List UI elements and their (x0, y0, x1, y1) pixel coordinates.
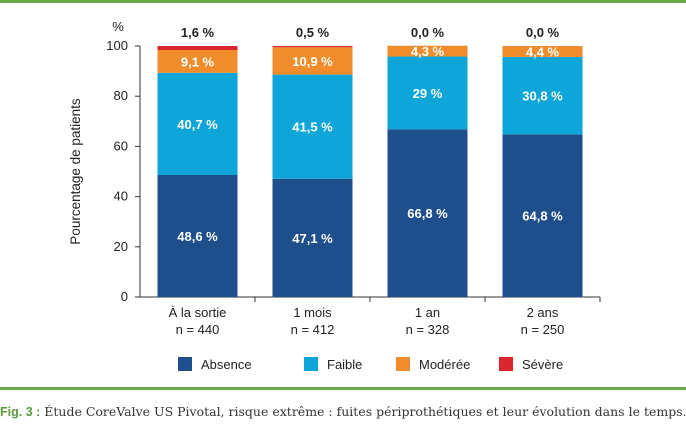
legend-moderee: Modérée (396, 356, 470, 372)
y-unit-label: % (112, 19, 124, 34)
bar-value-label: 40,7 % (177, 117, 218, 132)
legend-swatch-moderee (396, 357, 410, 371)
bar-segment (157, 46, 238, 51)
bar-value-label: 9,1 % (181, 54, 215, 69)
x-category-label: 2 ans (527, 305, 559, 320)
bar-value-label: 29 % (413, 86, 443, 101)
y-tick-label: 20 (114, 239, 128, 254)
x-category-label: 1 mois (293, 305, 332, 320)
legend-label-moderee: Modérée (419, 356, 471, 372)
legend-severe: Sévère (499, 356, 563, 372)
y-tick-label: 100 (106, 38, 128, 53)
bar-segment (272, 46, 353, 48)
frame-bottom-border (0, 387, 686, 390)
legend-swatch-absence (178, 357, 192, 371)
caption-figure-number: Fig. 3 : (0, 405, 41, 419)
bar-segment (502, 57, 583, 135)
legend-label-faible: Faible (327, 356, 363, 372)
y-axis-title: Pourcentage de patients (68, 98, 83, 245)
bar-value-label: 4,4 % (526, 45, 560, 60)
bar-segment (272, 178, 353, 297)
bar-value-label: 64,8 % (522, 209, 563, 224)
legend-absence: Absence (178, 356, 252, 372)
y-tick-label: 80 (114, 88, 128, 103)
caption-text: Étude CoreValve US Pivotal, risque extrê… (40, 404, 686, 419)
bar-segment (387, 129, 468, 297)
legend-label-absence: Absence (201, 356, 252, 372)
bar-top-label: 1,6 % (181, 25, 215, 40)
bar-top-label: 0,5 % (296, 25, 330, 40)
bar-segment (272, 47, 353, 75)
bar-value-label: 10,9 % (292, 54, 333, 69)
bar-segment (387, 45, 468, 57)
y-tick-label: 0 (121, 289, 128, 304)
bar-value-label: 4,3 % (411, 44, 445, 59)
x-category-n-label: n = 412 (291, 322, 335, 337)
frame-top-border (0, 0, 686, 3)
legend-label-severe: Sévère (522, 356, 564, 372)
bar-segment (272, 74, 353, 179)
bar-segment (157, 50, 238, 73)
x-category-label: À la sortie (169, 305, 227, 320)
x-category-n-label: n = 250 (521, 322, 565, 337)
bar-segment (157, 175, 238, 297)
x-category-n-label: n = 440 (176, 322, 220, 337)
x-category-n-label: n = 328 (406, 322, 450, 337)
bar-value-label: 47,1 % (292, 231, 333, 246)
bar-top-label: 0,0 % (526, 25, 560, 40)
bar-top-label: 0,0 % (411, 25, 445, 40)
stacked-bar-chart: 0 20 40 60 80 100% Pourcentage de patients 48,6… (68, 19, 601, 337)
bar-value-label: 30,8 % (522, 89, 563, 104)
bar-segment (157, 72, 238, 176)
x-category-label: 1 an (415, 305, 440, 320)
bar-value-label: 48,6 % (177, 229, 218, 244)
bar-segment (387, 56, 468, 130)
figure-caption: Fig. 3 : Étude CoreValve US Pivotal, ris… (0, 404, 686, 419)
bar-segment (502, 134, 583, 297)
legend-swatch-faible (304, 357, 318, 371)
legend-faible: Faible (304, 356, 362, 372)
bar-segment (502, 46, 583, 58)
y-tick-label: 40 (114, 189, 128, 204)
legend-swatch-severe (499, 357, 513, 371)
bar-value-label: 66,8 % (407, 206, 448, 221)
bar-value-label: 41,5 % (292, 120, 333, 135)
y-tick-label: 60 (114, 138, 128, 153)
